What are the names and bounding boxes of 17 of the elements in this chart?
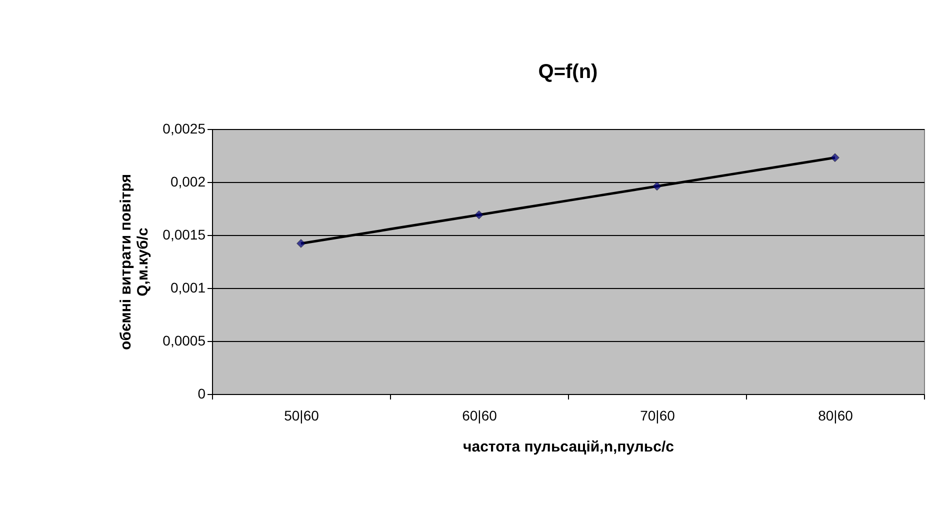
y-tick-label: 0 bbox=[198, 386, 206, 402]
x-tick-label: 70|60 bbox=[640, 408, 676, 424]
y-axis-title: обємні витрати повітря Q,м.куб/с bbox=[118, 174, 152, 350]
y-tick-label: 0,001 bbox=[170, 280, 206, 296]
x-tick-label: 50|60 bbox=[284, 408, 320, 424]
point bbox=[296, 239, 306, 248]
y-tick-label: 0,0005 bbox=[162, 332, 206, 348]
point bbox=[474, 210, 484, 220]
point bbox=[830, 153, 840, 162]
y-tick-label: 0,002 bbox=[170, 174, 206, 190]
y-tick-label: 0,0025 bbox=[162, 120, 206, 136]
point bbox=[652, 182, 662, 191]
y-tick-label: 0,0015 bbox=[162, 226, 206, 242]
x-tick-label: 60|60 bbox=[462, 408, 498, 424]
chart-title: Q=f(n) bbox=[538, 61, 598, 83]
x-axis-title: частота пульсацій,n,пульс/с bbox=[463, 438, 674, 456]
x-tick-label: 80|60 bbox=[818, 408, 854, 424]
